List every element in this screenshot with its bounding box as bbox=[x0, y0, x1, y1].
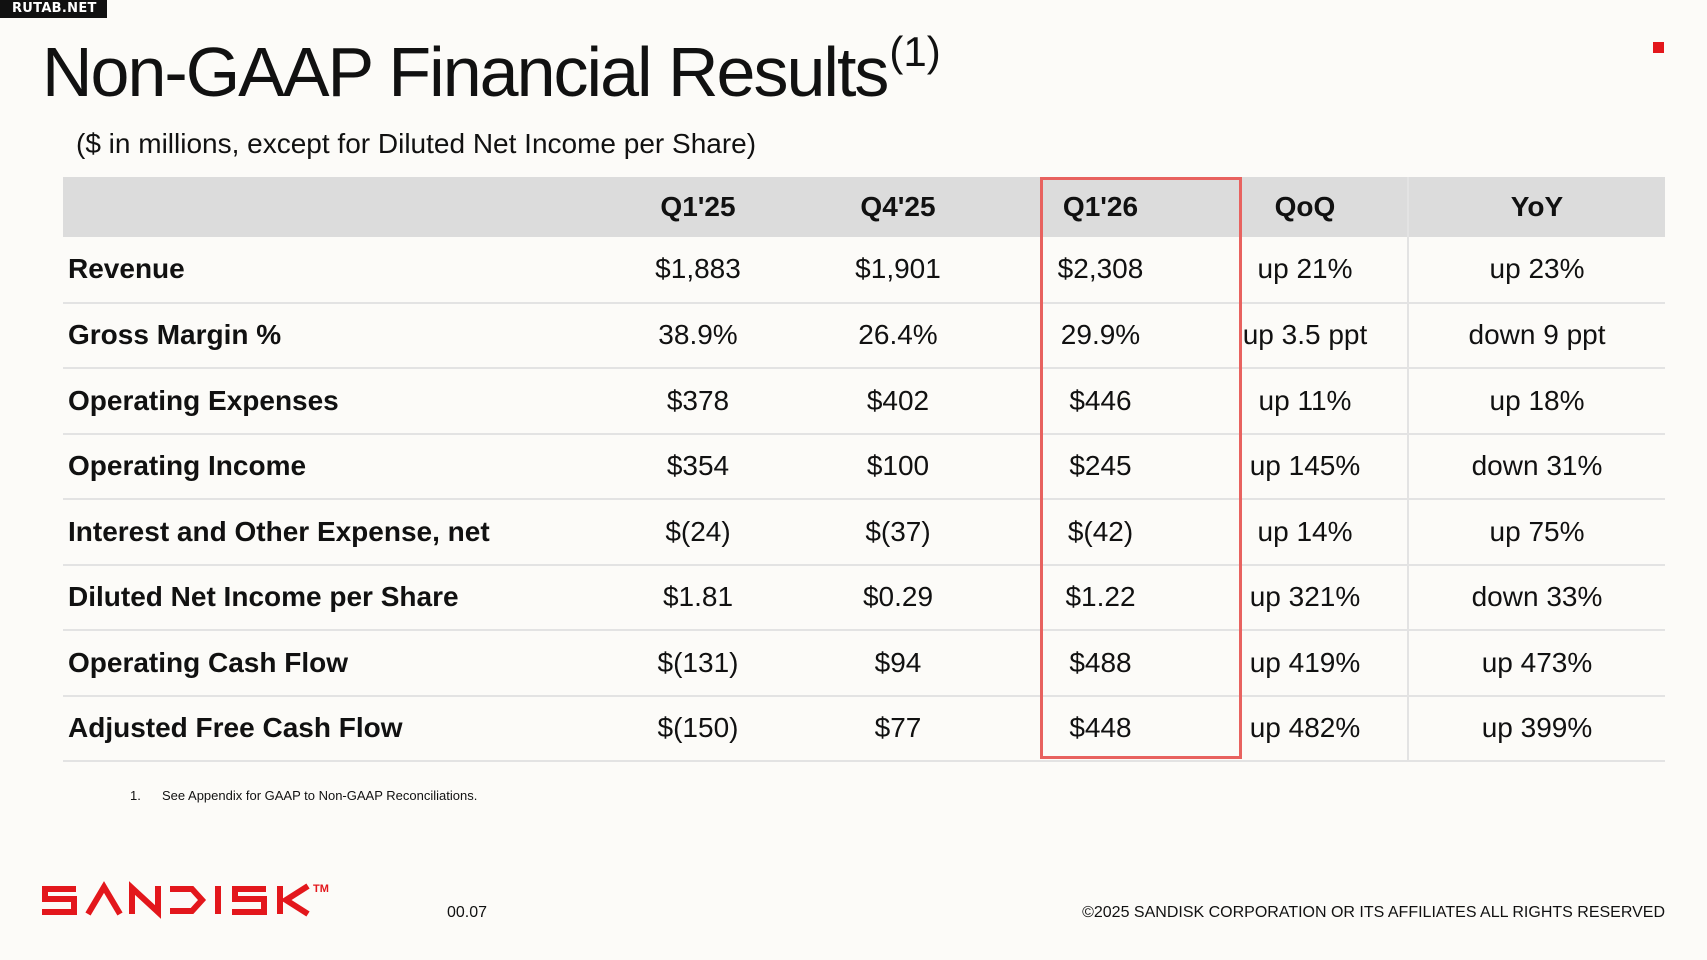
table-cell: $(150) bbox=[598, 695, 798, 762]
table-cell: up 14% bbox=[1203, 499, 1408, 566]
table-cell: $94 bbox=[798, 630, 998, 697]
row-label: Interest and Other Expense, net bbox=[63, 499, 598, 566]
footnote: 1. See Appendix for GAAP to Non-GAAP Reco… bbox=[130, 788, 477, 803]
trademark-mark: TM bbox=[313, 883, 329, 895]
column-header: Q1'26 bbox=[998, 177, 1203, 237]
column-header: Q4'25 bbox=[798, 177, 998, 237]
table-cell: up 11% bbox=[1203, 368, 1408, 435]
table-header-row: Q1'25 Q4'25 Q1'26 QoQ YoY bbox=[63, 177, 1665, 237]
table-cell: up 3.5 ppt bbox=[1203, 302, 1408, 369]
table-cell: down 33% bbox=[1407, 564, 1665, 631]
table-cell: up 473% bbox=[1407, 630, 1665, 697]
table-row: Operating Cash Flow $(131) $94 $488 up 419% u… bbox=[63, 630, 1665, 697]
row-label: Operating Expenses bbox=[63, 368, 598, 435]
table-cell: $1.22 bbox=[998, 564, 1203, 631]
table-cell: 29.9% bbox=[998, 302, 1203, 369]
row-label: Operating Cash Flow bbox=[63, 630, 598, 697]
row-label: Adjusted Free Cash Flow bbox=[63, 695, 598, 762]
table-row: Revenue $1,883 $1,901 $2,308 up 21% up 23% bbox=[63, 237, 1665, 304]
table-cell: up 321% bbox=[1203, 564, 1408, 631]
table-row: Diluted Net Income per Share $1.81 $0.29 $1… bbox=[63, 564, 1665, 631]
row-label: Gross Margin % bbox=[63, 302, 598, 369]
table-cell: $100 bbox=[798, 433, 998, 500]
page-title: Non-GAAP Financial Results(1) bbox=[42, 28, 941, 112]
table-cell: up 21% bbox=[1203, 237, 1408, 304]
table-cell: down 9 ppt bbox=[1407, 302, 1665, 369]
copyright-notice: ©2025 SANDISK CORPORATION OR ITS AFFILIA… bbox=[1082, 904, 1665, 921]
footnote-text: See Appendix for GAAP to Non-GAAP Reconc… bbox=[162, 788, 478, 803]
table-cell: up 145% bbox=[1203, 433, 1408, 500]
table-cell: $245 bbox=[998, 433, 1203, 500]
row-label: Operating Income bbox=[63, 433, 598, 500]
footnote-number: 1. bbox=[130, 788, 141, 803]
table-cell: $446 bbox=[998, 368, 1203, 435]
column-header: YoY bbox=[1407, 177, 1665, 237]
column-header: Q1'25 bbox=[598, 177, 798, 237]
brand-accent-square bbox=[1653, 42, 1664, 53]
table-cell: $402 bbox=[798, 368, 998, 435]
page-subtitle: ($ in millions, except for Diluted Net I… bbox=[76, 128, 757, 159]
sandisk-logo-mark: TM bbox=[42, 881, 329, 919]
table-cell: up 419% bbox=[1203, 630, 1408, 697]
table-cell: $1,883 bbox=[598, 237, 798, 304]
table-cell: $(24) bbox=[598, 499, 798, 566]
table-cell: $77 bbox=[798, 695, 998, 762]
table-row: Adjusted Free Cash Flow $(150) $77 $448 up 4… bbox=[63, 695, 1665, 762]
table-cell: $0.29 bbox=[798, 564, 998, 631]
title-footnote-marker: (1) bbox=[889, 28, 941, 75]
column-header-metric bbox=[63, 177, 598, 237]
table-cell: $2,308 bbox=[998, 237, 1203, 304]
table-row: Operating Expenses $378 $402 $446 up 11% up 1… bbox=[63, 368, 1665, 435]
table-cell: 26.4% bbox=[798, 302, 998, 369]
row-label: Diluted Net Income per Share bbox=[63, 564, 598, 631]
table-cell: $488 bbox=[998, 630, 1203, 697]
table-cell: 38.9% bbox=[598, 302, 798, 369]
slide-number: 00.07 bbox=[447, 904, 488, 921]
table-cell: $(131) bbox=[598, 630, 798, 697]
table-cell: $378 bbox=[598, 368, 798, 435]
sandisk-logo: TM bbox=[40, 880, 360, 925]
watermark: RUTAB.NET bbox=[0, 0, 107, 18]
table-row: Gross Margin % 38.9% 26.4% 29.9% up 3.5 ppt d… bbox=[63, 302, 1665, 369]
column-header: QoQ bbox=[1203, 177, 1408, 237]
table-cell: $1.81 bbox=[598, 564, 798, 631]
table-cell: $448 bbox=[998, 695, 1203, 762]
table-cell: $(42) bbox=[998, 499, 1203, 566]
table-cell: up 75% bbox=[1407, 499, 1665, 566]
table-row: Interest and Other Expense, net $(24) $(37… bbox=[63, 499, 1665, 566]
table-cell: $354 bbox=[598, 433, 798, 500]
table-cell: $1,901 bbox=[798, 237, 998, 304]
table-cell: up 399% bbox=[1407, 695, 1665, 762]
table-header: Q1'25 Q4'25 Q1'26 QoQ YoY bbox=[63, 177, 1665, 237]
table-cell: up 482% bbox=[1203, 695, 1408, 762]
table-cell: down 31% bbox=[1407, 433, 1665, 500]
row-label: Revenue bbox=[63, 237, 598, 304]
table-cell: up 18% bbox=[1407, 368, 1665, 435]
table-cell: $(37) bbox=[798, 499, 998, 566]
financial-results-table: Q1'25 Q4'25 Q1'26 QoQ YoY Revenue $1,883 $1,90… bbox=[63, 177, 1665, 762]
table-body: Revenue $1,883 $1,901 $2,308 up 21% up 23% Gro… bbox=[63, 237, 1665, 762]
table-row: Operating Income $354 $100 $245 up 145% down … bbox=[63, 433, 1665, 500]
table-cell: up 23% bbox=[1407, 237, 1665, 304]
page-title-text: Non-GAAP Financial Results bbox=[42, 33, 889, 111]
